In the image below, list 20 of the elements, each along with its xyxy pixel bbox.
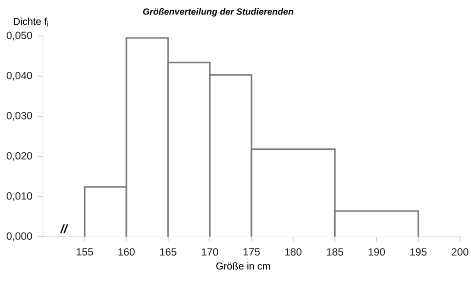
annotation: //: [60, 224, 68, 234]
y-tick-label: 0,050: [6, 32, 32, 40]
x-tick-label: 160: [118, 248, 135, 256]
x-tick-label: 165: [160, 248, 176, 256]
y-tick-label: 0,030: [6, 112, 32, 121]
x-tick-label: 190: [368, 248, 385, 256]
x-tick-label: 170: [202, 248, 218, 256]
x-tick-label: 155: [76, 248, 93, 256]
x-tick-label: 175: [244, 248, 260, 256]
x-tick-label: 185: [326, 248, 344, 256]
y-tick-label: 0,020: [6, 152, 32, 161]
y-axis-title: Dichte f$_{i}$: [14, 18, 48, 26]
x-tick-label: 195: [410, 248, 427, 256]
y-tick-label: 0,010: [6, 192, 32, 201]
y-tick-label: 0,000: [6, 232, 32, 242]
x-tick-label: 200: [452, 248, 468, 256]
chart-title: Größenverteilung der Studierenden: [143, 8, 294, 17]
x-tick-label: 180: [285, 248, 302, 256]
x-axis-title: Größe in cm: [216, 262, 270, 270]
y-tick-label: 0,040: [6, 72, 32, 80]
